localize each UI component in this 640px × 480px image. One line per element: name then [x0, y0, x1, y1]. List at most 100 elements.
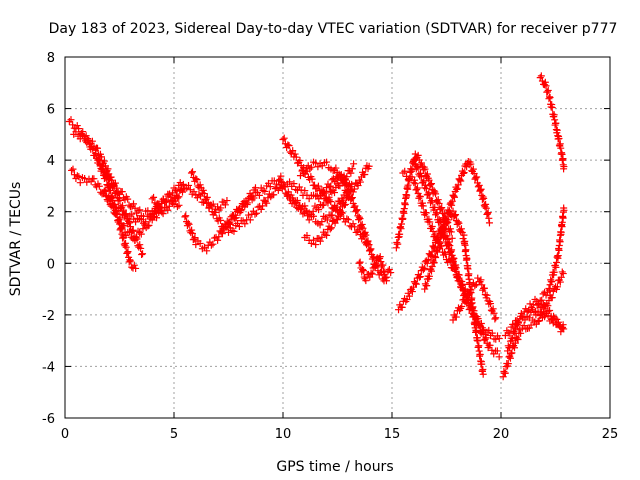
data-point — [217, 204, 225, 212]
data-point — [559, 214, 567, 222]
data-point — [356, 215, 364, 223]
data-point — [430, 187, 438, 195]
data-point — [475, 181, 483, 189]
data-point — [292, 153, 300, 161]
data-point — [351, 202, 359, 210]
data-point — [417, 159, 425, 167]
data-point — [137, 244, 145, 252]
data-point — [225, 228, 232, 236]
data-point — [81, 175, 89, 183]
y-tick-label: 8 — [47, 51, 55, 66]
data-point — [232, 214, 240, 222]
data-point — [539, 300, 547, 308]
data-point — [387, 269, 395, 277]
data-point — [558, 150, 566, 158]
x-tick-label: 0 — [61, 427, 69, 442]
data-point — [552, 119, 560, 127]
data-point — [355, 259, 363, 267]
data-point — [482, 204, 490, 212]
data-point — [321, 195, 329, 203]
data-point — [253, 209, 261, 217]
series-sat-e — [100, 186, 183, 244]
data-point — [452, 211, 460, 219]
data-point — [355, 213, 363, 221]
data-point — [132, 218, 140, 226]
data-point — [376, 253, 384, 261]
data-point — [435, 199, 443, 207]
data-point — [188, 226, 196, 234]
data-point — [304, 162, 312, 170]
data-point — [399, 215, 407, 223]
data-point — [509, 334, 517, 342]
data-point — [473, 173, 481, 181]
data-point — [428, 223, 436, 231]
data-point — [181, 213, 189, 221]
data-point — [148, 216, 156, 224]
data-point — [427, 252, 435, 260]
data-point — [123, 249, 131, 257]
data-point — [448, 201, 456, 209]
data-point — [158, 208, 166, 216]
data-point — [182, 212, 190, 220]
data-point — [419, 266, 427, 274]
data-point — [276, 175, 284, 183]
data-point — [413, 184, 421, 192]
data-point — [371, 263, 379, 271]
data-point — [554, 252, 562, 260]
y-tick-label: -2 — [42, 309, 55, 324]
data-point — [337, 208, 345, 216]
data-point — [553, 315, 561, 323]
x-tick-label: 20 — [493, 427, 510, 442]
data-point — [119, 206, 127, 214]
data-point — [432, 190, 440, 198]
data-point — [419, 202, 427, 210]
data-point — [544, 312, 552, 320]
data-point — [368, 270, 376, 278]
data-point — [223, 197, 231, 205]
data-point — [102, 168, 110, 176]
data-point — [159, 210, 167, 218]
data-point — [466, 288, 474, 296]
data-point — [336, 171, 344, 179]
data-point — [137, 230, 145, 238]
data-point — [399, 169, 407, 177]
data-point — [437, 217, 445, 225]
data-point — [228, 215, 236, 223]
data-point — [542, 82, 550, 90]
data-point — [136, 206, 144, 214]
data-point — [116, 214, 124, 222]
data-point — [428, 262, 436, 270]
data-point — [303, 231, 311, 239]
data-point — [220, 226, 228, 234]
data-point — [409, 283, 417, 291]
data-point — [291, 197, 299, 205]
x-axis-label: GPS time / hours — [276, 459, 393, 475]
data-point — [301, 187, 309, 195]
data-point — [411, 176, 419, 184]
data-point — [207, 201, 215, 209]
data-point — [199, 186, 207, 194]
data-point — [323, 216, 331, 224]
data-point — [131, 236, 139, 244]
data-point — [416, 193, 424, 201]
data-point — [122, 239, 130, 247]
data-point — [125, 217, 133, 225]
data-point — [124, 248, 132, 256]
data-point — [164, 206, 172, 214]
data-point — [68, 166, 76, 174]
data-point — [136, 229, 144, 237]
data-point — [559, 155, 567, 163]
data-point — [457, 225, 465, 233]
data-point — [527, 321, 535, 329]
data-point — [453, 185, 461, 193]
series-sat-o — [355, 253, 395, 285]
data-point — [351, 223, 359, 231]
data-point — [478, 360, 486, 368]
data-point — [201, 243, 209, 251]
data-point — [359, 224, 367, 232]
data-point — [408, 288, 416, 296]
data-point — [508, 349, 516, 357]
data-point — [408, 166, 416, 174]
data-point — [218, 230, 226, 238]
series-sat-h — [187, 168, 259, 234]
